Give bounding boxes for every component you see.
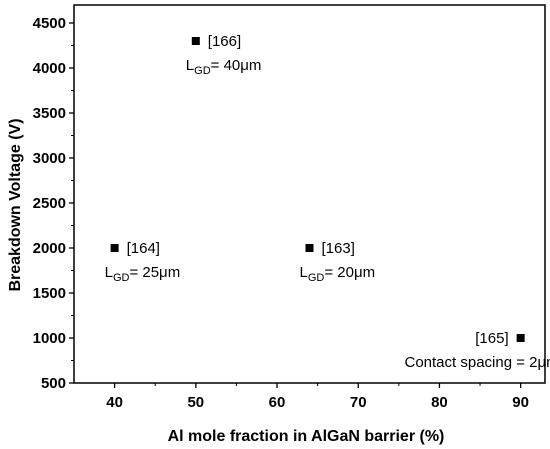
y-tick-label: 3500 [33, 105, 66, 122]
y-tick-label: 2500 [33, 195, 66, 212]
point-annotation: LGD= 20μm [300, 264, 376, 284]
data-point [191, 37, 200, 45]
point-reference-label: [166] [208, 33, 241, 50]
y-tick-label: 1000 [33, 330, 66, 347]
point-reference-label: [163] [322, 240, 355, 257]
data-point [305, 244, 314, 252]
x-tick-label: 50 [187, 394, 204, 411]
point-reference-label: [164] [127, 240, 160, 257]
point-annotation: LGD= 25μm [105, 264, 181, 284]
y-axis-title: Breakdown Voltage (V) [7, 118, 24, 291]
y-tick-label: 4500 [33, 15, 66, 32]
point-annotation: Contact spacing = 2μm [404, 354, 550, 371]
x-axis-title: Al mole fraction in AlGaN barrier (%) [168, 428, 445, 445]
x-tick-label: 90 [512, 394, 529, 411]
x-tick-label: 80 [431, 394, 448, 411]
y-tick-label: 4000 [33, 60, 66, 77]
y-tick-label: 3000 [33, 150, 66, 167]
point-reference-label: [165] [475, 330, 508, 347]
data-point [516, 334, 525, 342]
y-tick-label: 1500 [33, 285, 66, 302]
y-tick-label: 2000 [33, 240, 66, 257]
point-annotation: LGD= 40μm [186, 57, 262, 77]
y-tick-label: 500 [41, 375, 66, 392]
x-tick-label: 40 [106, 394, 123, 411]
data-point [110, 244, 119, 252]
plot-frame [73, 4, 546, 384]
x-tick-label: 70 [350, 394, 367, 411]
x-tick-label: 60 [269, 394, 286, 411]
